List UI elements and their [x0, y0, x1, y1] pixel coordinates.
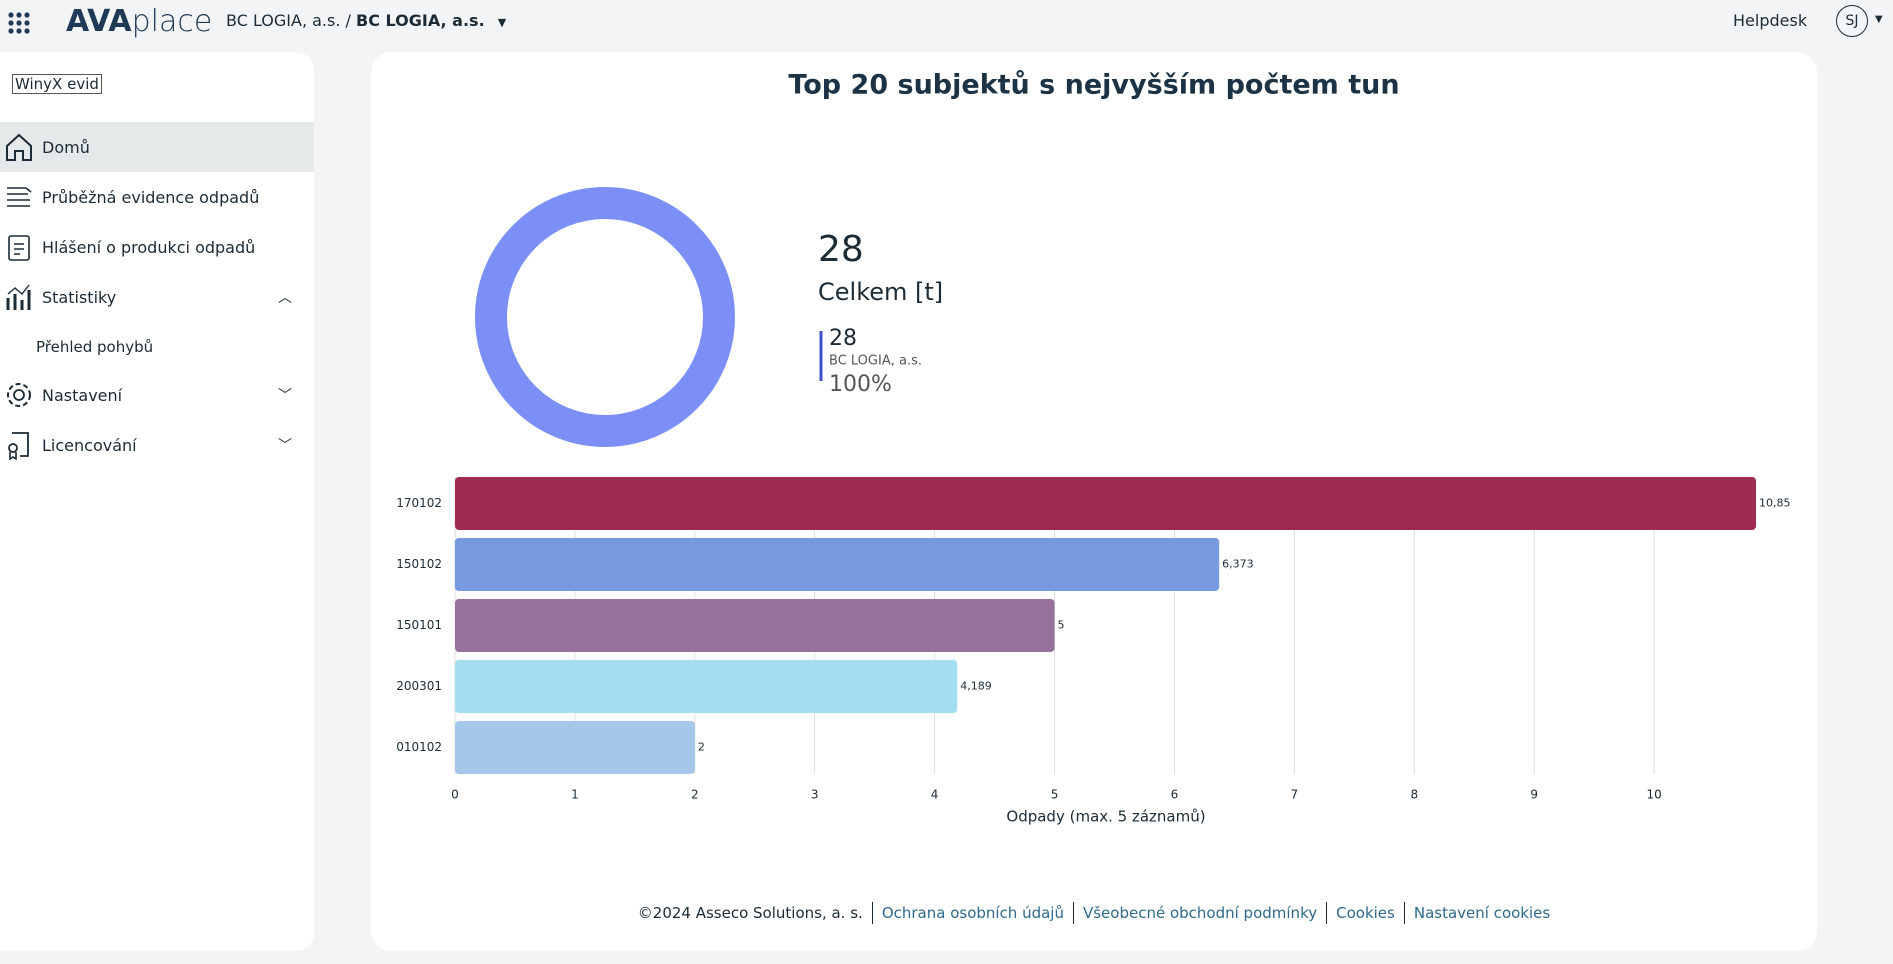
value-label: 5 — [1058, 619, 1065, 632]
nav-label: Statistiky — [42, 287, 117, 307]
legend-value: 28 — [829, 326, 857, 351]
x-tick-label: 8 — [1410, 788, 1418, 802]
breadcrumb-sep: / — [345, 11, 351, 30]
footer-link[interactable]: Všeobecné obchodní podmínky — [1072, 902, 1326, 924]
icon — [7, 383, 31, 407]
value-label: 4,189 — [960, 680, 992, 693]
nav-label: Přehled pohybů — [36, 338, 154, 356]
chevron: ﹀ — [278, 388, 292, 404]
value-label: 6,373 — [1222, 558, 1254, 571]
x-tick-label: 7 — [1291, 788, 1299, 802]
footer: ©2024 Asseco Solutions, a. s. Ochrana os… — [371, 902, 1817, 924]
breadcrumb-org: BC LOGIA, a.s. — [226, 11, 341, 30]
total-value: 28 — [818, 229, 864, 270]
sidebar: WinyX evid Domů Průběžná evidence odpadů… — [0, 52, 314, 951]
chevron: ﹀ — [278, 438, 292, 454]
footer-link[interactable]: Cookies — [1326, 902, 1404, 924]
icon — [6, 284, 31, 310]
y-tick-label: 200301 — [396, 679, 442, 693]
nav-item[interactable]: Domů — [0, 122, 314, 172]
x-tick-label: 1 — [571, 788, 579, 802]
icon — [6, 133, 32, 161]
x-tick-label: 2 — [691, 788, 699, 802]
bar — [455, 538, 1220, 591]
dashboard-card: Top 20 subjektů s nejvyšším počtem tun 2… — [371, 52, 1817, 951]
helpdesk[interactable]: Helpdesk — [1733, 11, 1808, 30]
nav-label: Domů — [42, 137, 90, 157]
x-tick-label: 4 — [931, 788, 939, 802]
y-tick-label: 010102 — [396, 740, 442, 754]
nav-item[interactable]: Průběžná evidence odpadů — [0, 172, 314, 222]
y-tick-label: 150101 — [396, 618, 442, 632]
nav-subitem[interactable]: Přehled pohybů — [0, 322, 314, 372]
bar — [455, 599, 1055, 652]
x-tick-label: 9 — [1530, 788, 1538, 802]
nav-item[interactable]: Statistiky ︿ — [0, 272, 314, 322]
footer-link[interactable]: Nastavení cookies — [1403, 902, 1559, 924]
x-tick-label: 5 — [1051, 788, 1059, 802]
x-tick-label: 6 — [1171, 788, 1179, 802]
total-label: Celkem [t] — [818, 278, 943, 306]
copyright: ©2024 Asseco Solutions, a. s. — [637, 904, 863, 922]
x-tick-label: 3 — [811, 788, 819, 802]
nav-label: Licencování — [42, 435, 137, 455]
logo[interactable]: AVAplace — [66, 4, 212, 39]
bar — [455, 660, 958, 713]
bar — [455, 477, 1756, 530]
icon — [8, 432, 29, 460]
legend-share: 100% — [829, 372, 892, 397]
footer-link[interactable]: Ochrana osobních údajů — [871, 902, 1073, 924]
chevron: ︿ — [278, 290, 292, 306]
x-tick-label: 0 — [451, 788, 459, 802]
nav-label: Průběžná evidence odpadů — [42, 187, 260, 207]
nav-label: Nastavení — [42, 385, 123, 405]
nav-label: Hlášení o produkci odpadů — [42, 237, 256, 257]
y-tick-label: 150102 — [396, 557, 442, 571]
nav-item[interactable]: Hlášení o produkci odpadů — [0, 222, 314, 272]
nav-item[interactable]: Licencování ﹀ — [0, 420, 314, 470]
x-axis-label: Odpady (max. 5 záznamů) — [1006, 808, 1205, 826]
avatar-caret: ▼ — [1875, 14, 1883, 25]
value-label: 10,85 — [1759, 497, 1791, 510]
y-tick-label: 170102 — [396, 496, 442, 510]
x-tick-label: 10 — [1646, 788, 1661, 802]
icon — [7, 187, 32, 207]
caret: ▼ — [497, 16, 507, 29]
icon — [8, 235, 30, 261]
legend-category: BC LOGIA, a.s. — [829, 354, 922, 369]
chart-title: Top 20 subjektů s nejvyšším počtem tun — [788, 70, 1399, 101]
breadcrumb-unit: BC LOGIA, a.s. — [356, 11, 485, 30]
header: AVAplace BC LOGIA, a.s. / BC LOGIA, a.s.… — [0, 0, 1893, 52]
nav-item[interactable]: Nastavení ﹀ — [0, 370, 314, 420]
charts: Top 20 subjektů s nejvyšším počtem tun 2… — [396, 70, 1791, 826]
apps-icon[interactable] — [8, 12, 32, 36]
app-name: WinyX evid — [12, 74, 102, 94]
value-label: 2 — [698, 741, 705, 754]
bar — [455, 721, 695, 774]
avatar[interactable]: SJ — [1836, 5, 1868, 37]
donut-slice — [475, 187, 735, 447]
logo-bold: AVA — [66, 4, 132, 39]
breadcrumb[interactable]: BC LOGIA, a.s. / BC LOGIA, a.s. ▼ — [226, 11, 506, 30]
logo-light: place — [131, 4, 213, 39]
